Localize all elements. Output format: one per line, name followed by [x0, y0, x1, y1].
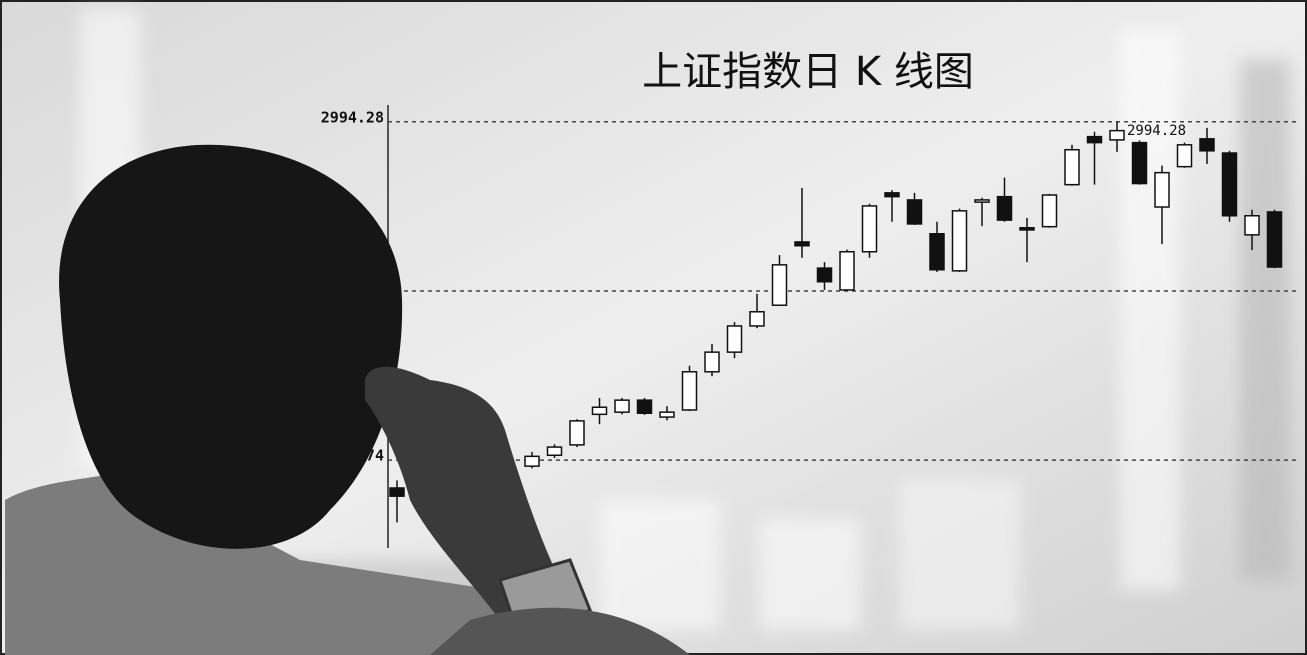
y-tick-label: 2994.28 — [321, 108, 384, 126]
candle-body — [996, 195, 1013, 221]
candle-body — [389, 487, 405, 497]
candle-body — [1064, 148, 1080, 186]
candle-body — [726, 325, 743, 353]
candle-body — [659, 411, 675, 418]
candle-body — [614, 399, 630, 413]
candle-body — [794, 241, 810, 247]
candle-body — [1221, 152, 1238, 217]
candle-body — [749, 311, 765, 327]
candle-body — [839, 251, 855, 291]
candle-body — [1041, 194, 1058, 228]
candle-body — [569, 420, 585, 446]
candle-body — [681, 371, 698, 411]
candle-body — [1086, 135, 1103, 144]
candle-body — [861, 205, 878, 253]
candle-body — [1019, 227, 1035, 231]
plot: 2994.2823742994.28 — [321, 105, 1300, 548]
candle-body — [906, 199, 923, 225]
candle-body — [546, 446, 563, 457]
candle-body — [591, 406, 608, 416]
annotation: 2994.28 — [1127, 123, 1186, 139]
candle-body — [884, 192, 900, 198]
candle-body — [1199, 138, 1215, 152]
candle-body — [929, 233, 945, 271]
person-silhouette — [5, 144, 690, 655]
candle-body — [524, 455, 540, 467]
candle-body — [974, 199, 990, 203]
candle-body — [704, 351, 720, 373]
candle-body — [1109, 129, 1125, 141]
candle-body — [816, 267, 833, 283]
candle-body — [771, 264, 788, 306]
candle-body — [1131, 141, 1148, 185]
candle-body — [1266, 211, 1283, 268]
candle-body — [1154, 171, 1170, 208]
candle-body — [1244, 215, 1260, 236]
candle-body — [636, 399, 653, 414]
chart-title: 上证指数日 K 线图 — [642, 49, 974, 95]
candle-body — [1176, 144, 1193, 168]
candle-body — [951, 210, 968, 272]
